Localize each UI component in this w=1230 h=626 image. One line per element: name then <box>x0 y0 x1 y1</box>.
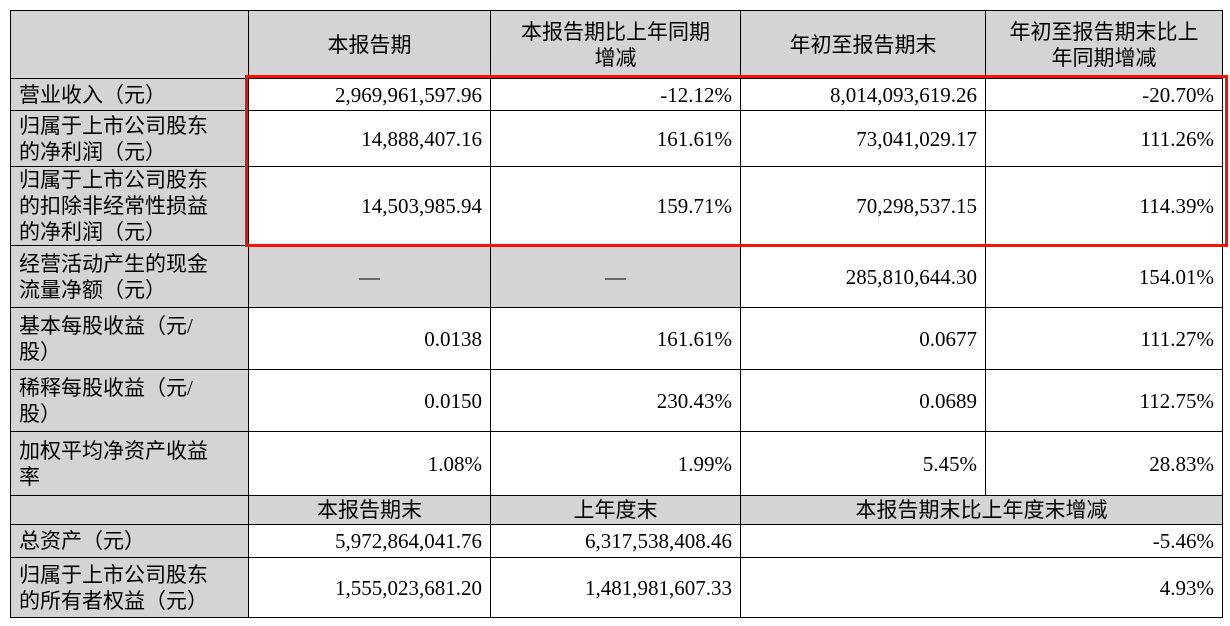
table-row: 加权平均净资产收益 率 1.08% 1.99% 5.45% 28.83% <box>10 431 1223 496</box>
cell-value: 28.83% <box>985 431 1223 496</box>
row-label-basic-eps: 基本每股收益（元/ 股） <box>10 307 249 370</box>
table-row: 归属于上市公司股东 的净利润（元） 14,888,407.16 161.61% … <box>10 110 1223 167</box>
cell-value: -5.46% <box>740 524 1223 558</box>
cell-value: 1,555,023,681.20 <box>248 557 491 618</box>
table-row: 营业收入（元） 2,969,961,597.96 -12.12% 8,014,0… <box>10 78 1223 111</box>
table-row: 稀释每股收益（元/ 股） 0.0150 230.43% 0.0689 112.7… <box>10 369 1223 432</box>
cell-dash: — <box>248 245 491 308</box>
cell-value: 0.0689 <box>740 369 986 432</box>
cell-value: 285,810,644.30 <box>740 245 986 308</box>
cell-value: 114.39% <box>985 166 1223 246</box>
subheader-prior-year-end: 上年度末 <box>490 495 741 525</box>
cell-value: -12.12% <box>490 78 741 111</box>
row-label-diluted-eps: 稀释每股收益（元/ 股） <box>10 369 249 432</box>
header-ytd: 年初至报告期末 <box>740 10 986 79</box>
subheader-corner-cell <box>10 495 249 525</box>
cell-value: 111.26% <box>985 110 1223 167</box>
cell-value: 5.45% <box>740 431 986 496</box>
header-yoy-change: 本报告期比上年同期 增减 <box>490 10 741 79</box>
cell-value: 230.43% <box>490 369 741 432</box>
table-row: 经营活动产生的现金 流量净额（元） — — 285,810,644.30 154… <box>10 245 1223 308</box>
cell-value: 6,317,538,408.46 <box>490 524 741 558</box>
cell-value: 70,298,537.15 <box>740 166 986 246</box>
cell-dash: — <box>490 245 741 308</box>
cell-value: 1,481,981,607.33 <box>490 557 741 618</box>
cell-value: 0.0677 <box>740 307 986 370</box>
cell-value: 2,969,961,597.96 <box>248 78 491 111</box>
row-label-net-profit: 归属于上市公司股东 的净利润（元） <box>10 110 249 167</box>
header-current-period: 本报告期 <box>248 10 491 79</box>
cell-value: 8,014,093,619.26 <box>740 78 986 111</box>
cell-value: 112.75% <box>985 369 1223 432</box>
header-ytd-yoy-change: 年初至报告期末比上 年同期增减 <box>985 10 1223 79</box>
subheader-change-vs-prior-year-end: 本报告期末比上年度末增减 <box>740 495 1223 525</box>
cell-value: 161.61% <box>490 110 741 167</box>
table-row: 总资产（元） 5,972,864,041.76 6,317,538,408.46… <box>10 524 1223 558</box>
cell-value: 154.01% <box>985 245 1223 308</box>
cell-value: -20.70% <box>985 78 1223 111</box>
row-label-operating-revenue: 营业收入（元） <box>10 78 249 111</box>
header-corner-cell <box>10 10 249 79</box>
cell-value: 4.93% <box>740 557 1223 618</box>
row-label-total-assets: 总资产（元） <box>10 524 249 558</box>
row-label-owners-equity: 归属于上市公司股东 的所有者权益（元） <box>10 557 249 618</box>
cell-value: 159.71% <box>490 166 741 246</box>
cell-value: 111.27% <box>985 307 1223 370</box>
cell-value: 5,972,864,041.76 <box>248 524 491 558</box>
table-subheader-row: 本报告期末 上年度末 本报告期末比上年度末增减 <box>10 495 1223 525</box>
row-label-operating-cash-flow: 经营活动产生的现金 流量净额（元） <box>10 245 249 308</box>
table-header-row: 本报告期 本报告期比上年同期 增减 年初至报告期末 年初至报告期末比上 年同期增… <box>10 10 1223 79</box>
row-label-weighted-roe: 加权平均净资产收益 率 <box>10 431 249 496</box>
cell-value: 1.08% <box>248 431 491 496</box>
table-row: 归属于上市公司股东 的扣除非经常性损益 的净利润（元） 14,503,985.9… <box>10 166 1223 246</box>
cell-value: 73,041,029.17 <box>740 110 986 167</box>
cell-value: 0.0138 <box>248 307 491 370</box>
cell-value: 1.99% <box>490 431 741 496</box>
cell-value: 0.0150 <box>248 369 491 432</box>
table-row: 归属于上市公司股东 的所有者权益（元） 1,555,023,681.20 1,4… <box>10 557 1223 618</box>
table-row: 基本每股收益（元/ 股） 0.0138 161.61% 0.0677 111.2… <box>10 307 1223 370</box>
subheader-period-end: 本报告期末 <box>248 495 491 525</box>
cell-value: 161.61% <box>490 307 741 370</box>
row-label-net-profit-excl-nonrecurring: 归属于上市公司股东 的扣除非经常性损益 的净利润（元） <box>10 166 249 246</box>
cell-value: 14,888,407.16 <box>248 110 491 167</box>
financial-summary-table: 本报告期 本报告期比上年同期 增减 年初至报告期末 年初至报告期末比上 年同期增… <box>10 10 1223 618</box>
cell-value: 14,503,985.94 <box>248 166 491 246</box>
